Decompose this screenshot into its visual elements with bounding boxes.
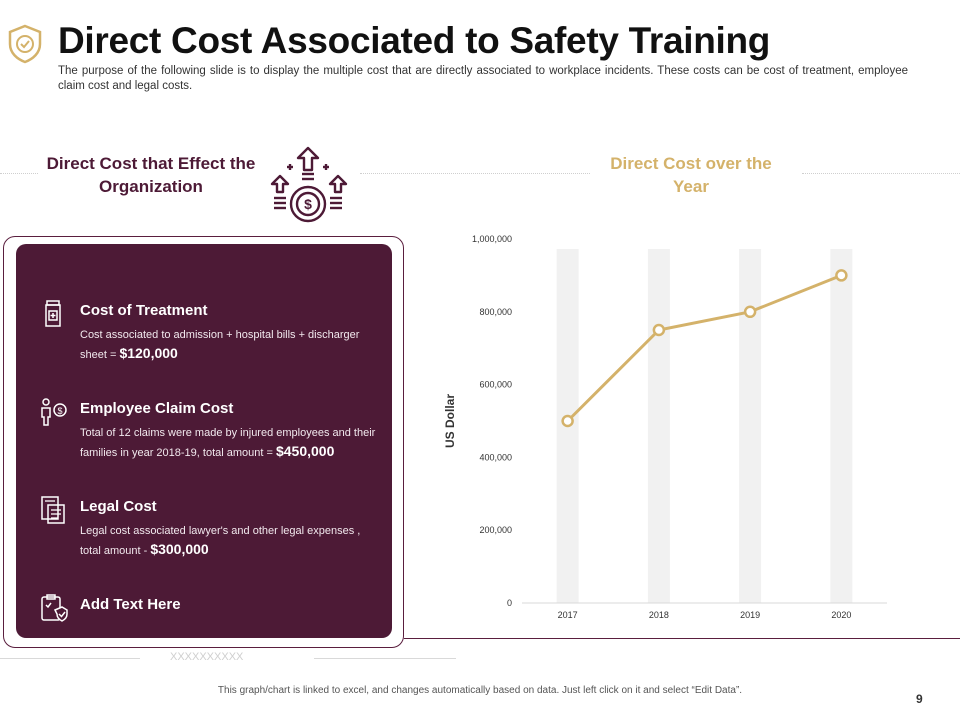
y-tick-label: 0: [507, 598, 512, 608]
footnote: This graph/chart is linked to excel, and…: [217, 685, 743, 696]
cost-amount: $300,000: [150, 541, 209, 557]
line-chart: 0 200,000 400,000 600,000 800,000 1,000,000 20…: [443, 234, 887, 620]
clipboard-check-icon: [41, 594, 68, 622]
x-tick-label: 2017: [558, 610, 578, 620]
page-subtitle: The purpose of the following slide is to…: [58, 65, 908, 92]
cost-item-title: Cost of Treatment: [80, 302, 208, 319]
y-tick-label: 400,000: [479, 452, 512, 462]
cost-item-desc: Legal cost associated lawyer's and other…: [80, 525, 361, 557]
cost-item-desc: Cost associated to admission + hospital …: [80, 329, 360, 361]
cost-panel: Cost of Treatment Cost associated to adm…: [16, 244, 392, 638]
divider: [314, 658, 456, 659]
y-axis-label: US Dollar: [443, 394, 457, 448]
divider: [802, 173, 960, 174]
column-band: [647, 249, 670, 603]
employee-dollar-icon: $: [41, 398, 67, 426]
column-band: [830, 249, 853, 603]
page-number: 9: [916, 692, 923, 706]
dollar-growth-icon: $: [270, 146, 348, 223]
y-tick-label: 800,000: [479, 307, 512, 317]
divider: [0, 173, 38, 174]
medicine-bottle-icon: [45, 300, 61, 327]
data-point: [561, 414, 574, 428]
divider: [404, 638, 960, 639]
cost-item-title: Legal Cost: [80, 498, 157, 515]
page-title: Direct Cost Associated to Safety Trainin…: [58, 20, 771, 61]
y-tick-label: 600,000: [479, 380, 512, 390]
data-point: [835, 269, 848, 282]
data-point: [743, 305, 757, 319]
divider: [0, 658, 140, 659]
cost-amount: $120,000: [119, 345, 178, 361]
decorative-x-marks: XXXXXXXXXX: [170, 651, 244, 663]
x-tick-label: 2019: [740, 610, 760, 620]
x-tick-label: 2020: [831, 610, 851, 620]
column-band: [739, 249, 762, 603]
series-line: [566, 274, 842, 423]
cost-item-desc: Total of 12 claims were made by injured …: [80, 427, 376, 459]
divider: [360, 173, 590, 174]
data-point: [652, 323, 666, 337]
left-section-heading: Direct Cost that Effect the Organization: [46, 154, 256, 196]
svg-text:$: $: [57, 406, 62, 416]
legal-document-icon: [41, 496, 65, 524]
svg-text:$: $: [304, 196, 312, 212]
right-section-heading: Direct Cost over the Year: [610, 154, 772, 196]
cost-amount: $450,000: [275, 443, 335, 459]
cost-item-title: Add Text Here: [80, 596, 181, 613]
cost-item-title: Employee Claim Cost: [80, 400, 234, 417]
shield-check-icon: [8, 24, 42, 64]
y-tick-label: 1,000,000: [472, 234, 512, 244]
x-tick-label: 2018: [649, 610, 669, 620]
y-tick-label: 200,000: [479, 525, 512, 535]
